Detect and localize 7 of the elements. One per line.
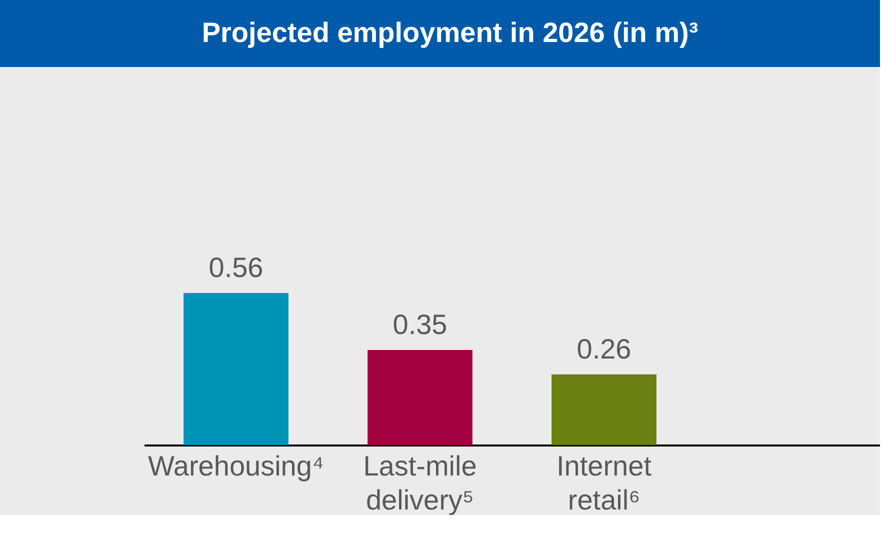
x-tick-label: Warehousing⁴ [148,450,324,482]
data-label: 0.35 [392,309,448,340]
data-label: 0.26 [576,333,632,364]
x-tick-label: Last-mile delivery⁵ [363,450,477,516]
data-label: 0.56 [208,252,264,283]
x-tick-label: Internet retail⁶ [556,450,652,516]
chart-title: Projected employment in 2026 (in m)³ [202,17,698,48]
